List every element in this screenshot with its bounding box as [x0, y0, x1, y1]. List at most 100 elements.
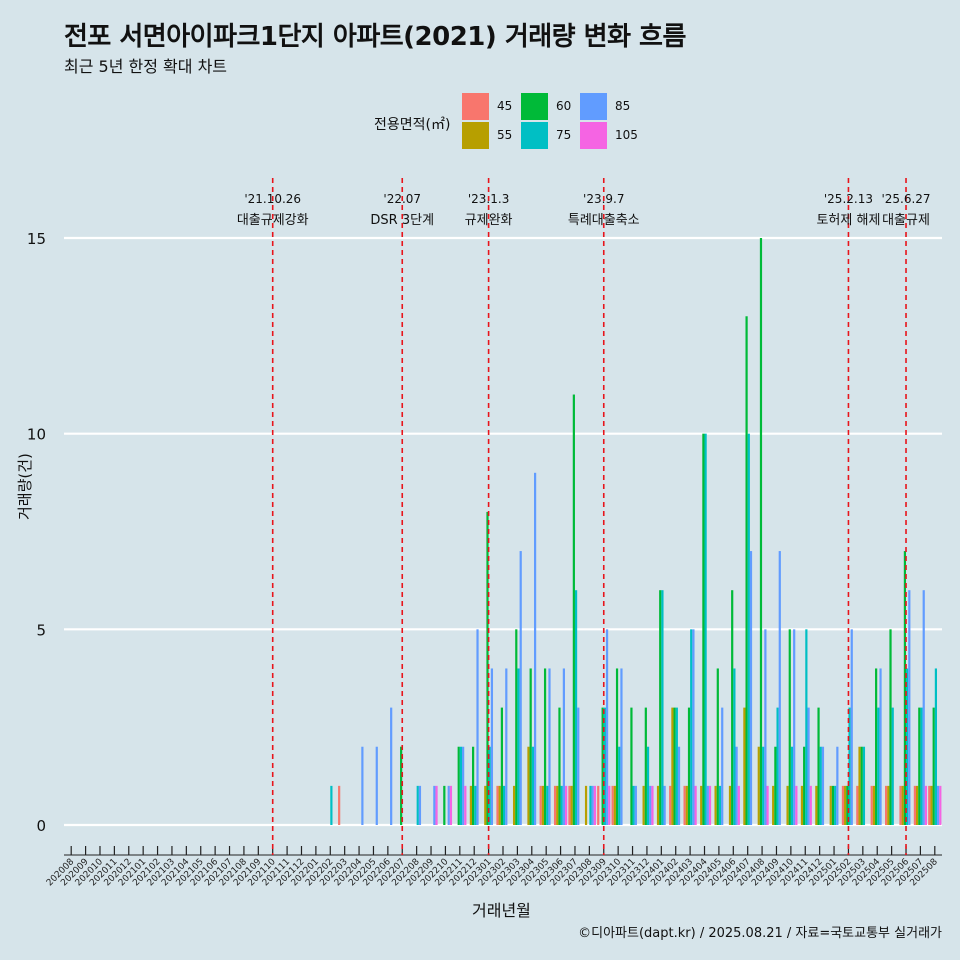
bar [937, 785, 940, 825]
bar [815, 785, 818, 825]
bar [449, 785, 453, 825]
event-label: 대출규제강화 [237, 213, 309, 228]
bar [786, 785, 789, 825]
bar [593, 785, 596, 825]
bar [875, 668, 878, 825]
bar [762, 746, 765, 825]
bar [533, 472, 537, 825]
legend-label: 75 [556, 128, 572, 142]
bar [939, 785, 942, 825]
y-tick-label: 15 [27, 230, 46, 248]
bar [872, 785, 876, 825]
bar [788, 629, 791, 825]
bar [924, 785, 928, 825]
bar [615, 668, 619, 825]
chart-subtitle: 최근 5년 한정 확대 차트 [64, 57, 228, 76]
bar [469, 785, 473, 825]
bar [733, 668, 736, 825]
bar [778, 551, 781, 825]
bar [805, 629, 808, 825]
bar [476, 629, 479, 825]
bar [562, 668, 565, 825]
bar [591, 785, 594, 825]
bar [611, 785, 614, 825]
bar [669, 785, 672, 825]
event-label: 규제완화 [465, 213, 513, 228]
bar [685, 785, 688, 825]
bar [870, 785, 873, 825]
bar [560, 785, 563, 825]
bar [488, 746, 491, 825]
bar [546, 785, 549, 825]
bar [553, 785, 557, 825]
bar [673, 707, 676, 825]
legend-swatch [521, 93, 548, 120]
bar [613, 785, 616, 825]
bar [512, 785, 516, 825]
bar [841, 785, 845, 825]
bar [543, 668, 547, 825]
bar [416, 785, 419, 825]
legend-label: 45 [497, 99, 513, 113]
bar [634, 785, 637, 825]
bar [772, 785, 775, 825]
bar [462, 746, 465, 825]
bar [515, 629, 518, 825]
bar [757, 746, 760, 825]
bar [858, 746, 861, 825]
bar [829, 785, 832, 825]
legend-title: 전용면적(㎡) [374, 117, 451, 133]
bar [498, 785, 501, 825]
bar [656, 785, 660, 825]
bar [879, 668, 882, 825]
bar [675, 707, 678, 825]
bar [776, 707, 779, 825]
bar [601, 707, 604, 825]
bar [541, 785, 544, 825]
bar [603, 707, 606, 825]
bar [747, 433, 750, 825]
bar [809, 785, 812, 825]
bar [564, 785, 568, 825]
bar [570, 785, 573, 825]
bar [433, 785, 436, 825]
bar [605, 629, 609, 825]
bar [877, 707, 880, 825]
event-label: 특례대출축소 [568, 213, 640, 228]
bar [848, 707, 851, 825]
y-axis-label: 거래량(건) [16, 453, 34, 520]
bar [390, 707, 393, 825]
bar [745, 316, 748, 825]
y-tick-label: 5 [36, 621, 46, 639]
bar [503, 785, 506, 825]
bar [790, 746, 794, 825]
bar [934, 668, 938, 825]
bar [817, 707, 820, 825]
bar [803, 746, 806, 825]
legend-swatch [580, 122, 607, 149]
legend-swatch [580, 93, 607, 120]
bar [589, 785, 592, 825]
bar [920, 707, 923, 825]
bar [642, 785, 645, 825]
bar [819, 746, 822, 825]
bar [683, 785, 686, 825]
source-caption: ©디아파트(dapt.kr) / 2025.08.21 / 자료=국토교통부 실… [578, 926, 942, 941]
bar [338, 785, 341, 825]
bar [577, 707, 580, 825]
bar [690, 629, 693, 825]
bar [807, 707, 810, 825]
bar [505, 668, 508, 825]
bar [519, 551, 522, 825]
bar [821, 746, 825, 825]
legend-label: 105 [615, 128, 638, 142]
bar [743, 707, 746, 825]
bar [714, 785, 717, 825]
bar [795, 785, 798, 825]
legend-label: 55 [497, 128, 513, 142]
bar [903, 551, 907, 825]
bar [735, 746, 738, 825]
bar [932, 707, 935, 825]
bar [646, 746, 650, 825]
